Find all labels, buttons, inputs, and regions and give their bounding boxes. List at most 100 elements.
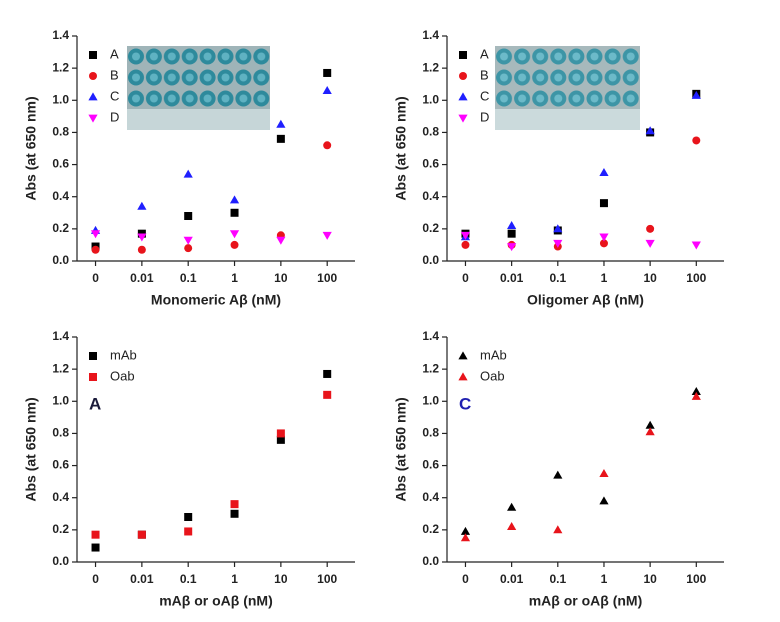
x-tick-label: 1 xyxy=(601,572,608,586)
marker-triangle-down xyxy=(691,241,701,250)
marker-triangle xyxy=(507,502,517,511)
x-tick-label: 0.1 xyxy=(180,271,197,285)
y-tick-label: 0.2 xyxy=(422,221,439,235)
marker-triangle xyxy=(599,496,609,505)
y-tick-label: 0.8 xyxy=(422,426,439,440)
marker-triangle xyxy=(458,372,468,381)
annotation: C xyxy=(459,394,471,413)
marker-triangle-down xyxy=(88,114,98,123)
marker-triangle xyxy=(599,168,609,177)
legend-label: Oab xyxy=(480,368,505,383)
y-tick-label: 0.6 xyxy=(422,458,439,472)
marker-triangle xyxy=(88,92,98,101)
marker-triangle xyxy=(691,90,701,99)
marker-square xyxy=(323,369,332,378)
x-axis-label: Oligomer Aβ (nM) xyxy=(527,292,644,308)
y-tick-label: 1.4 xyxy=(422,28,439,42)
legend-label: D xyxy=(110,109,119,124)
marker-square xyxy=(230,208,239,217)
x-tick-label: 100 xyxy=(317,572,337,586)
marker-square xyxy=(230,500,239,509)
marker-square xyxy=(276,429,285,438)
marker-square xyxy=(91,543,100,552)
x-tick-label: 0.01 xyxy=(500,572,524,586)
marker-square xyxy=(89,352,97,360)
marker-circle xyxy=(323,141,332,150)
x-tick-label: 100 xyxy=(686,271,706,285)
marker-square xyxy=(184,527,193,536)
x-tick-label: 0 xyxy=(462,271,469,285)
marker-triangle xyxy=(137,201,147,210)
y-tick-label: 0.2 xyxy=(52,221,69,235)
x-tick-label: 0 xyxy=(462,572,469,586)
y-tick-label: 0.8 xyxy=(52,125,69,139)
y-tick-label: 0.8 xyxy=(422,125,439,139)
marker-triangle-down xyxy=(553,239,563,248)
marker-triangle xyxy=(645,427,655,436)
y-tick-label: 1.0 xyxy=(422,393,439,407)
x-tick-label: 1 xyxy=(231,271,238,285)
marker-triangle xyxy=(322,86,332,95)
marker-triangle-down xyxy=(229,230,240,239)
y-tick-label: 0.4 xyxy=(422,189,439,203)
y-tick-label: 0.4 xyxy=(422,490,439,504)
marker-triangle-down xyxy=(645,239,655,248)
x-tick-label: 0.01 xyxy=(130,572,154,586)
marker-triangle-down xyxy=(322,231,332,240)
y-tick-label: 0.6 xyxy=(52,458,69,472)
x-tick-label: 0.01 xyxy=(500,271,524,285)
legend-label: C xyxy=(110,88,119,103)
marker-triangle xyxy=(458,92,468,101)
x-tick-label: 100 xyxy=(686,572,706,586)
y-tick-label: 0.6 xyxy=(422,157,439,171)
marker-circle xyxy=(646,224,655,233)
marker-triangle xyxy=(229,195,240,204)
x-tick-label: 0.1 xyxy=(549,271,566,285)
y-tick-label: 0.6 xyxy=(52,157,69,171)
y-tick-label: 1.4 xyxy=(52,329,69,343)
y-tick-label: 0.2 xyxy=(52,522,69,536)
marker-circle xyxy=(461,240,470,249)
y-tick-label: 1.4 xyxy=(422,329,439,343)
legend-label: B xyxy=(480,67,489,82)
marker-triangle-down xyxy=(599,233,609,242)
marker-triangle xyxy=(507,221,517,230)
marker-triangle-down xyxy=(183,236,193,245)
marker-square xyxy=(91,530,100,539)
x-tick-label: 0.1 xyxy=(549,572,566,586)
marker-triangle xyxy=(645,420,655,429)
marker-square xyxy=(323,390,332,399)
inset-photo xyxy=(127,46,640,130)
marker-square xyxy=(230,509,239,518)
marker-triangle-down xyxy=(458,114,468,123)
marker-triangle-down xyxy=(276,236,286,245)
x-tick-label: 10 xyxy=(643,572,657,586)
marker-circle xyxy=(91,245,100,254)
y-tick-label: 0.8 xyxy=(52,426,69,440)
y-tick-label: 0.2 xyxy=(422,522,439,536)
y-tick-label: 1.4 xyxy=(52,28,69,42)
x-axis-label: Monomeric Aβ (nM) xyxy=(151,292,281,308)
marker-square xyxy=(89,51,97,59)
x-tick-label: 1 xyxy=(231,572,238,586)
y-tick-label: 1.2 xyxy=(422,60,439,74)
marker-triangle xyxy=(553,224,563,233)
marker-square xyxy=(184,212,193,220)
marker-square xyxy=(323,68,332,77)
marker-triangle xyxy=(276,119,286,128)
y-tick-label: 0.4 xyxy=(52,490,69,504)
y-tick-label: 1.2 xyxy=(52,60,69,74)
marker-triangle xyxy=(645,126,655,135)
legend-label: A xyxy=(110,46,119,61)
marker-triangle-down xyxy=(137,233,147,242)
x-tick-label: 0.1 xyxy=(180,572,197,586)
marker-triangle-down xyxy=(90,230,101,239)
legend-label: Oab xyxy=(110,368,135,383)
marker-circle xyxy=(230,240,239,249)
marker-square xyxy=(276,435,285,444)
legend-label: D xyxy=(480,109,489,124)
x-axis-label: mAβ or oAβ (nM) xyxy=(159,593,273,609)
y-axis-label: Abs (at 650 nm) xyxy=(23,397,39,501)
x-tick-label: 0 xyxy=(92,271,99,285)
y-tick-label: 1.0 xyxy=(422,92,439,106)
